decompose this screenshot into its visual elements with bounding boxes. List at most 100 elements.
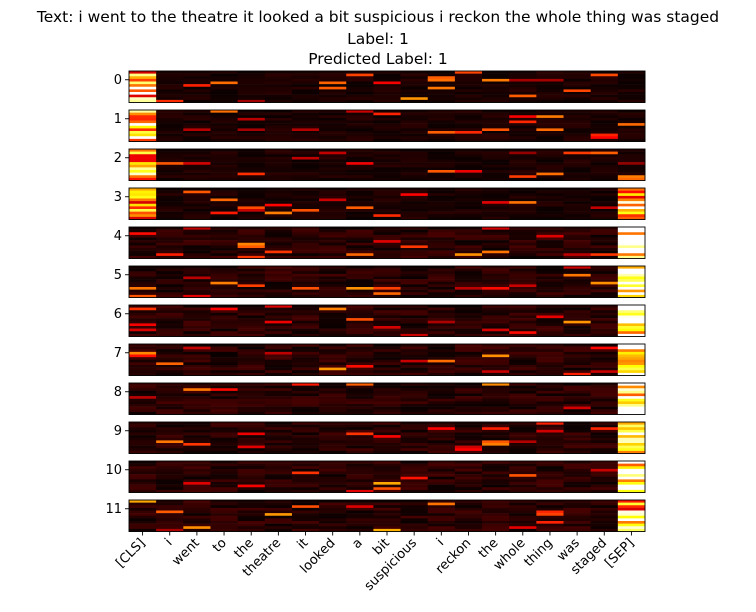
layer-panel-frame — [128, 148, 646, 181]
heatmap-cell — [319, 326, 347, 329]
heatmap-cell — [373, 133, 401, 137]
heatmap-cell — [210, 156, 239, 160]
heatmap-cell — [237, 229, 266, 233]
heatmap-cell — [617, 253, 646, 257]
heatmap-cell — [482, 482, 510, 485]
heatmap-cell — [183, 435, 211, 439]
heatmap-cell — [264, 245, 293, 249]
heatmap-cell — [237, 177, 266, 181]
heatmap-cell — [400, 404, 429, 407]
heatmap-cell — [509, 294, 537, 298]
heatmap-cell — [346, 190, 374, 194]
heatmap-cell — [346, 209, 374, 212]
heatmap-cell — [319, 388, 347, 392]
heatmap-cell — [590, 440, 619, 444]
heatmap-cell — [264, 193, 293, 197]
heatmap-cell — [427, 159, 456, 163]
heatmap-cell — [291, 170, 320, 173]
heatmap-cell — [427, 97, 456, 101]
heatmap-cell — [509, 484, 537, 488]
heatmap-cell — [400, 175, 429, 179]
heatmap-cell — [237, 463, 266, 467]
heatmap-cell — [291, 390, 320, 394]
heatmap-cell — [264, 521, 293, 524]
heatmap-cell — [237, 232, 266, 236]
heatmap-cell — [427, 424, 456, 428]
heatmap-cell — [454, 162, 483, 166]
heatmap-cell — [183, 136, 211, 140]
heatmap-cell — [156, 214, 184, 218]
heatmap-cell — [454, 435, 483, 439]
heatmap-cell — [536, 266, 564, 269]
heatmap-cell — [210, 281, 239, 285]
heatmap-cell — [590, 214, 619, 218]
heatmap-cell — [183, 468, 211, 472]
heatmap-cell — [156, 393, 184, 397]
heatmap-cell — [563, 209, 592, 212]
heatmap-cell — [400, 154, 429, 158]
heatmap-cell — [454, 167, 483, 171]
heatmap-cell — [156, 125, 184, 129]
heatmap-cell — [156, 234, 184, 238]
heatmap-cell — [129, 359, 157, 363]
heatmap-cell — [237, 156, 266, 160]
heatmap-cell — [319, 466, 347, 470]
heatmap-cell — [156, 94, 184, 98]
heatmap-cell — [373, 92, 401, 95]
heatmap-cell — [482, 112, 510, 116]
heatmap-cell — [509, 328, 537, 332]
heatmap-cell — [264, 448, 293, 452]
heatmap-cell — [482, 393, 510, 397]
heatmap-cell — [509, 393, 537, 397]
chart-label: Label: 1 — [347, 30, 409, 48]
heatmap-cell — [291, 312, 320, 316]
heatmap-cell — [400, 411, 429, 415]
heatmap-cell — [210, 518, 239, 522]
heatmap-cell — [427, 474, 456, 478]
heatmap-cell — [210, 502, 239, 506]
heatmap-cell — [509, 471, 537, 475]
heatmap-cell — [291, 359, 320, 363]
heatmap-cell — [482, 133, 510, 137]
layer-panel-1: 1 — [114, 109, 646, 142]
heatmap-cell — [536, 411, 564, 415]
heatmap-cell — [590, 385, 619, 389]
heatmap-cell — [427, 401, 456, 405]
heatmap-cell — [264, 154, 293, 158]
heatmap-cell — [454, 214, 483, 218]
heatmap-cell — [156, 474, 184, 478]
heatmap-cell — [291, 333, 320, 337]
heatmap-cell — [454, 502, 483, 506]
heatmap-cell — [536, 81, 564, 85]
heatmap-cell — [454, 240, 483, 244]
heatmap-cell — [617, 276, 646, 280]
heatmap-cell — [237, 123, 266, 127]
heatmap-cell — [427, 310, 456, 314]
heatmap-cell — [237, 294, 266, 298]
heatmap-cell — [237, 515, 266, 519]
heatmap-cell — [427, 294, 456, 298]
heatmap-cell — [291, 489, 320, 493]
heatmap-cell — [400, 292, 429, 296]
heatmap-cell — [210, 94, 239, 98]
heatmap-cell — [210, 357, 239, 361]
heatmap-cell — [590, 112, 619, 116]
heatmap-cell — [536, 206, 564, 210]
heatmap-cell — [183, 84, 211, 88]
heatmap-cell — [400, 284, 429, 288]
heatmap-cell — [183, 240, 211, 244]
heatmap-cell — [183, 411, 211, 415]
heatmap-cell — [482, 432, 510, 436]
heatmap-cell — [617, 305, 646, 308]
heatmap-cell — [156, 86, 184, 90]
heatmap-cell — [427, 484, 456, 488]
heatmap-cell — [400, 487, 429, 491]
heatmap-cell — [346, 71, 374, 74]
heatmap-cell — [400, 128, 429, 132]
heatmap-cell — [183, 396, 211, 400]
heatmap-cell — [400, 528, 429, 532]
heatmap-cell — [536, 97, 564, 101]
heatmap-cell — [454, 131, 483, 134]
heatmap-cell — [617, 284, 646, 288]
layer-label: 1 — [114, 112, 122, 127]
